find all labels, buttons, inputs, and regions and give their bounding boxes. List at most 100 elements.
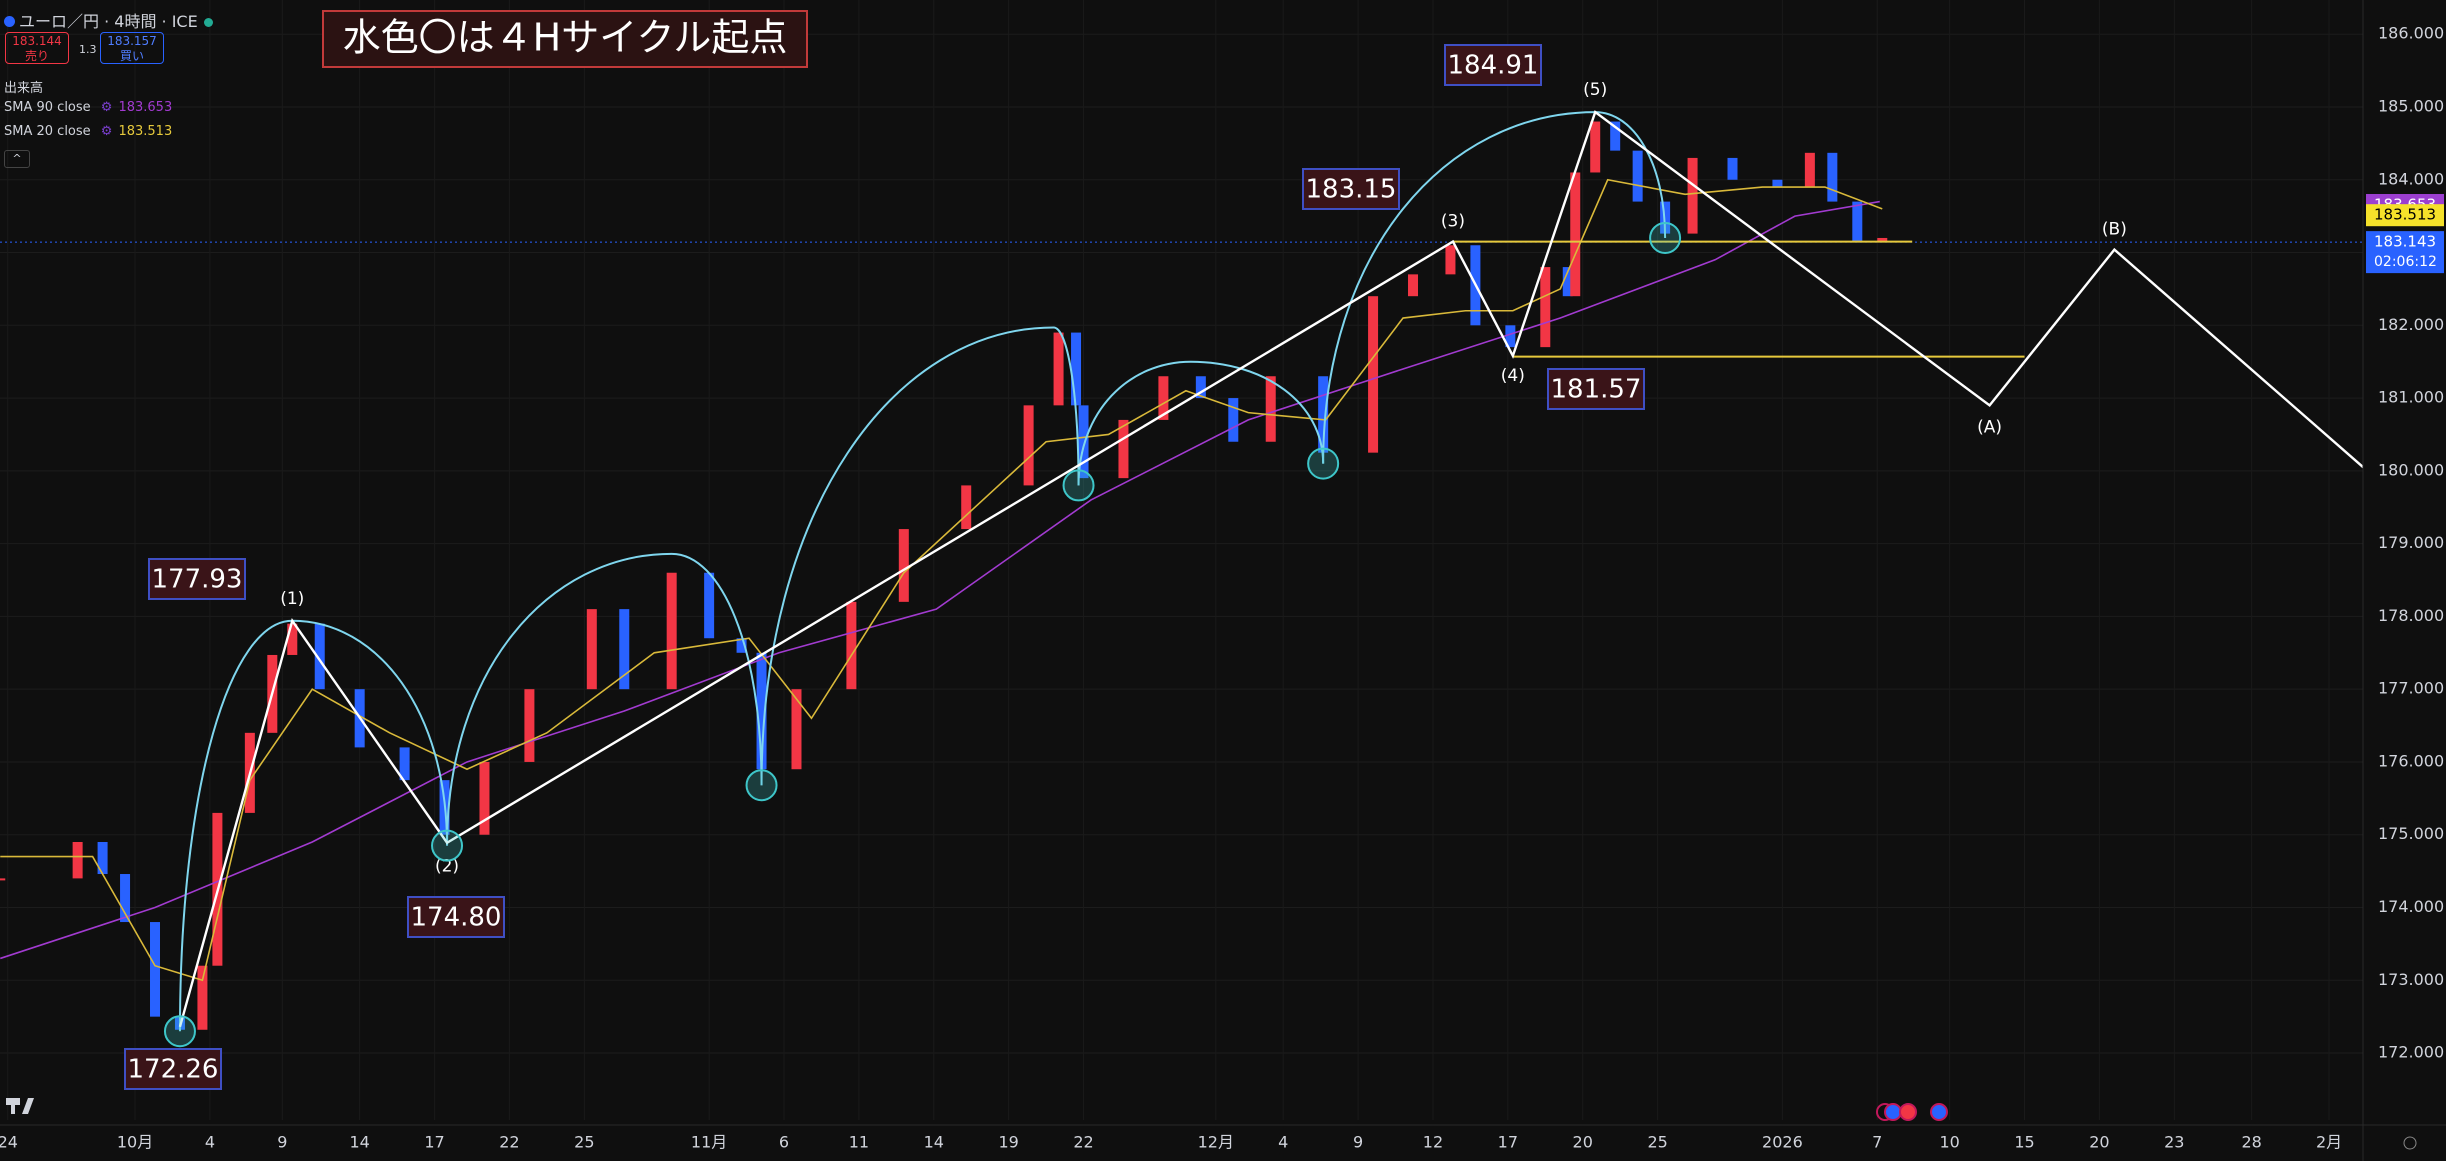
price-box [124,1048,222,1090]
candle [704,572,715,639]
price-box [1302,168,1400,210]
candle [399,747,410,781]
x-tick-label: 7 [1872,1133,1882,1152]
x-tick-label: 20 [1573,1133,1593,1152]
cycle-arc [1322,111,1667,464]
buy-label: 買い [119,49,144,63]
candle [756,652,767,770]
buy-price: 183.157 [107,34,157,48]
candle [197,965,208,1030]
indicator-name: SMA 90 close [4,100,91,115]
x-tick-label: 25 [574,1133,594,1152]
candle [586,609,597,690]
x-tick-label: 25 [1647,1133,1667,1152]
candle [1687,157,1698,234]
y-tick-label: 178.000 [2378,606,2444,625]
sell-button[interactable]: 183.144 売り [5,32,69,64]
indicator-value: 183.653 [118,100,173,115]
wave-label: (5) [1583,80,1607,100]
x-tick-label: 9 [277,1133,287,1152]
countdown: 02:06:12 [2374,254,2437,270]
sma-line [0,200,1880,960]
cycle-arc [446,552,763,846]
candle [1804,152,1815,188]
x-tick-label: 12月 [1198,1133,1234,1152]
candle [72,842,83,879]
x-tick-label: 17 [424,1133,444,1152]
cycle-start [163,1015,196,1048]
indicator-name: SMA 20 close [4,124,91,139]
price-box-label: 181.57 [1551,375,1642,405]
wave-label: (3) [1441,212,1465,232]
market-status [203,18,213,27]
candle [97,842,108,875]
indicator: SMA 90 close ⚙ 183.653 [4,100,173,115]
event-icons[interactable] [1876,1103,1948,1121]
sell-label: 売り [24,49,49,63]
candle [1590,121,1601,173]
candle [1772,179,1783,188]
candle [150,922,161,1017]
x-tick-label: 22 [499,1133,519,1152]
price-box [148,558,246,600]
x-tick-label: 4 [205,1133,215,1152]
chart-title: 水色〇は４Hサイクル起点 [343,16,788,60]
candle [1071,332,1082,406]
candle [1505,325,1516,348]
y-tick-label: 185.000 [2378,96,2444,115]
x-tick-label: 2026 [1762,1133,1803,1152]
x-tick-label: 12 [1423,1133,1443,1152]
cycle-arc [760,326,1080,786]
y-tick-label: 173.000 [2378,970,2444,989]
candle [524,689,535,762]
candle [0,878,6,881]
price-box-label: 183.15 [1306,175,1397,205]
collapse-button[interactable]: ^ [4,150,30,168]
candle [479,761,490,835]
title-box [322,10,808,68]
settings-icon[interactable] [2403,1136,2417,1150]
candle [1053,332,1064,406]
wave-label: (A) [1977,417,2002,437]
wave-label: (4) [1501,366,1525,386]
x-tick-label: 17 [1498,1133,1518,1152]
candle [791,689,802,770]
symbol: ユーロ／円 · 4時間 · ICE [4,8,213,32]
y-tick-label: 182.000 [2378,315,2444,334]
buy-button[interactable]: 183.157 買い [100,32,164,64]
x-tick-label: 4 [1278,1133,1288,1152]
candle [314,623,325,690]
candle [1078,405,1089,479]
y-tick-label: 175.000 [2378,824,2444,843]
price-tag-label: 183.513 [2374,206,2436,224]
x-tick-label: 6 [779,1133,789,1152]
y-tick-label: 174.000 [2378,897,2444,916]
y-tick-label: 179.000 [2378,533,2444,552]
candle [736,638,747,653]
grid [0,0,2363,1120]
price-box-label: 172.26 [128,1055,219,1085]
cycle-start [431,829,464,862]
candle [961,485,972,530]
x-tick-label: 15 [2014,1133,2034,1152]
x-tick-label: 10月 [117,1133,153,1152]
spread: 1.3 [79,43,97,56]
symbol-text: ユーロ／円 · 4時間 · ICE [19,12,198,31]
x-tick-label: 20 [2089,1133,2109,1152]
price-tag [2366,204,2444,227]
price-box [1547,368,1645,410]
indicator: SMA 20 close ⚙ 183.513 [4,124,173,139]
x-tick-label: 2月 [2316,1133,2342,1152]
price-box-label: 174.80 [411,903,502,933]
candle [1195,376,1206,399]
x-tick-label: 23 [2164,1133,2184,1152]
candle [1265,376,1276,442]
cycle-start [745,769,778,802]
candle [1318,376,1329,453]
y-tick-label: 177.000 [2378,679,2444,698]
cycle-start [1307,447,1340,480]
y-tick-label: 180.000 [2378,460,2444,479]
